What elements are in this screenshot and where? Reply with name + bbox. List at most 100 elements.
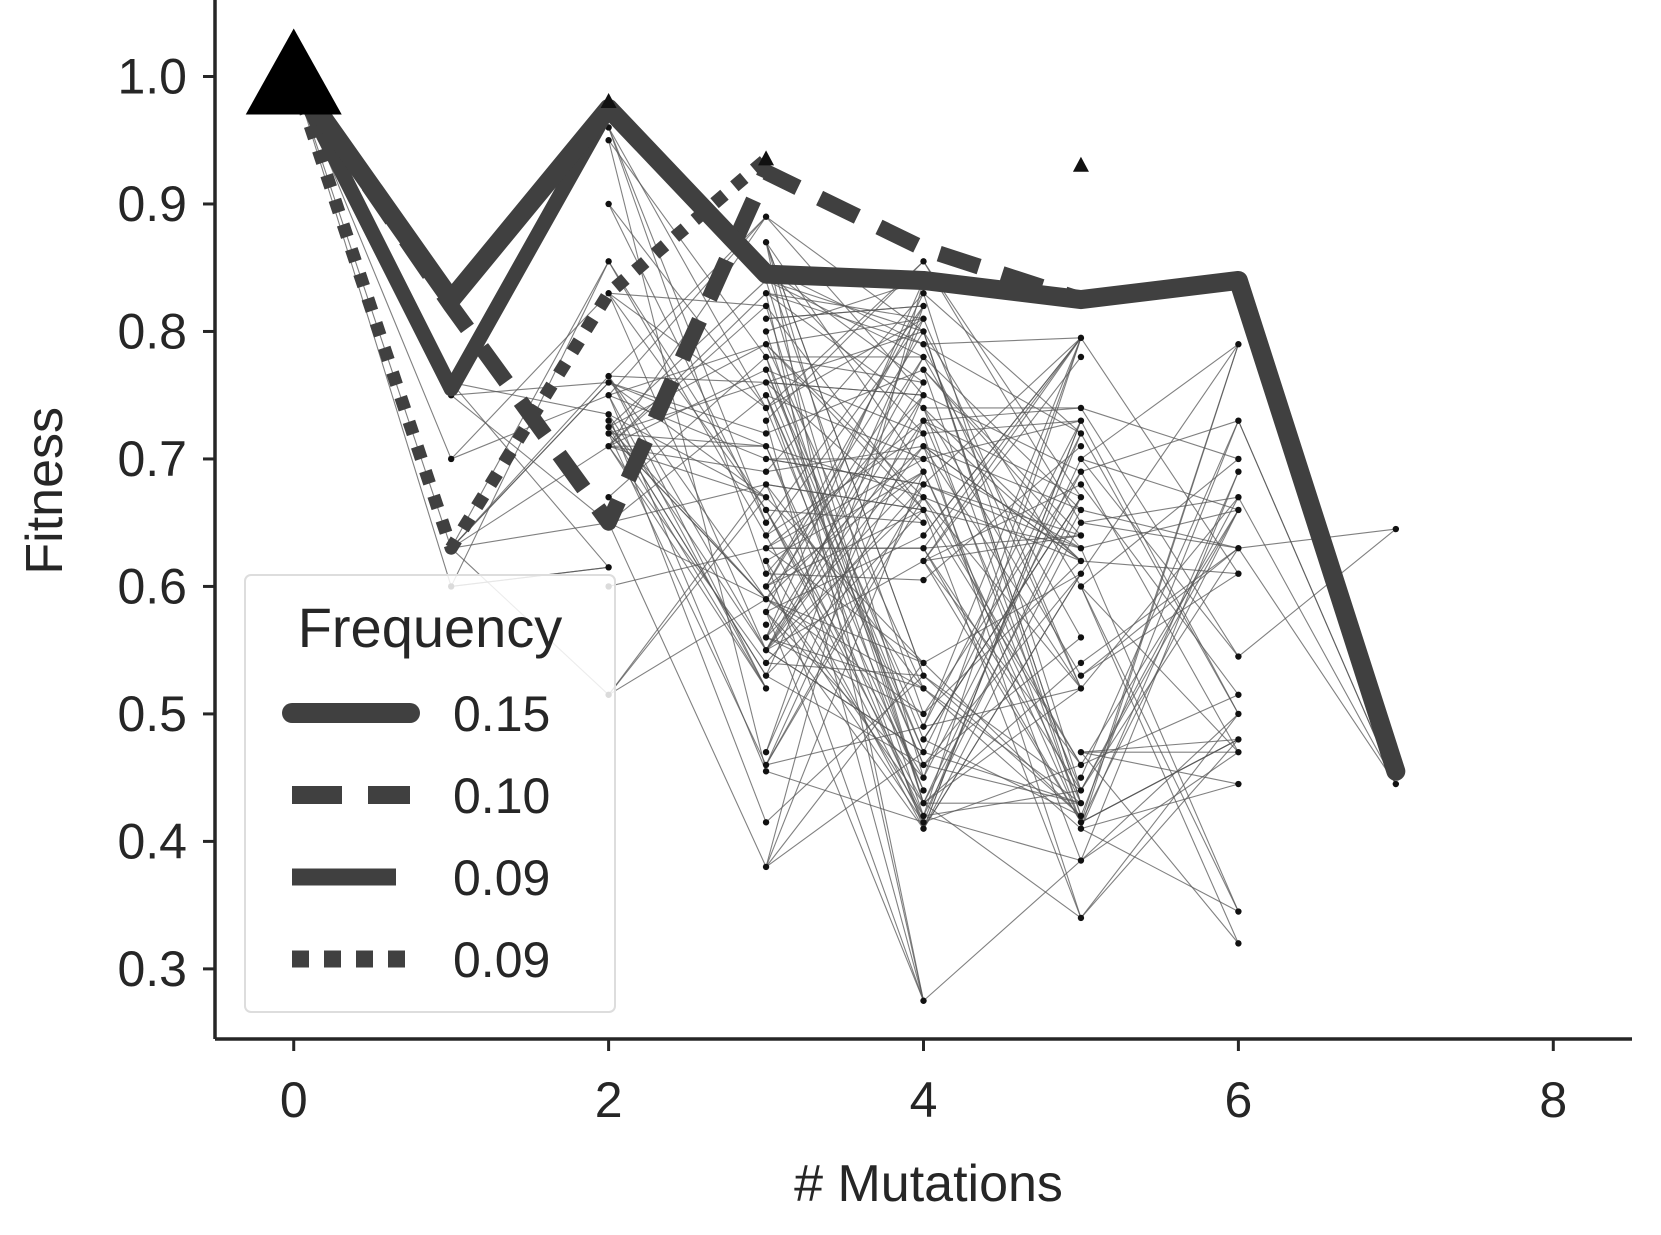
node-point — [1077, 799, 1085, 807]
node-point — [762, 685, 770, 692]
start-triangle-marker — [245, 28, 342, 115]
node-point — [920, 761, 927, 769]
background-line — [765, 394, 924, 460]
node-point — [762, 430, 770, 437]
y-tick-label: 0.4 — [117, 813, 187, 869]
background-line — [765, 343, 925, 689]
background-line — [451, 381, 609, 415]
background-line — [765, 279, 924, 358]
y-tick-label: 0.5 — [117, 686, 187, 742]
background-line — [608, 381, 767, 447]
background-line — [608, 394, 767, 460]
node-point — [762, 290, 770, 297]
node-point — [1077, 570, 1085, 577]
background-line — [923, 496, 1082, 562]
node-point — [605, 137, 612, 144]
node-point — [920, 392, 927, 399]
path-freq-0-15-solid-thick — [284, 66, 1406, 781]
node-point — [762, 239, 770, 246]
background-line — [923, 573, 1082, 829]
node-point — [605, 290, 612, 297]
node-point — [447, 455, 455, 463]
background-line — [765, 471, 924, 638]
background-line — [923, 261, 1082, 523]
peak-markers — [245, 28, 1089, 172]
background-line — [608, 139, 767, 358]
background-line — [451, 522, 609, 549]
background-line — [923, 483, 1082, 536]
node-point — [1077, 404, 1085, 412]
peak-marker — [758, 150, 775, 166]
node-point — [762, 404, 770, 412]
background-line — [765, 356, 924, 651]
node-point — [762, 544, 770, 552]
background-line — [765, 560, 924, 817]
legend-title: Frequency — [298, 596, 563, 659]
node-point — [920, 748, 927, 756]
legend-entry-label: 0.15 — [453, 686, 550, 742]
background-line — [765, 292, 924, 613]
node-point — [1077, 748, 1085, 756]
background-line — [1080, 783, 1239, 830]
background-line — [1080, 586, 1239, 912]
background-line — [923, 261, 1082, 498]
background-line — [1080, 420, 1239, 715]
background-line — [608, 381, 767, 434]
node-point — [605, 372, 612, 380]
node-point — [1235, 493, 1242, 501]
legend-entry-label: 0.10 — [453, 768, 550, 824]
background-line — [1080, 343, 1239, 574]
background-line — [1080, 586, 1239, 944]
x-tick-label: 0 — [280, 1072, 308, 1128]
node-point — [920, 455, 927, 463]
node-point — [920, 544, 927, 552]
node-point — [762, 417, 770, 424]
background-line — [923, 802, 1082, 919]
node-point — [920, 799, 927, 807]
background-line — [608, 445, 767, 689]
background-line — [923, 688, 1082, 830]
node-point — [920, 328, 927, 335]
node-point — [920, 468, 927, 475]
background-line — [922, 337, 1082, 727]
background-line — [923, 445, 1082, 511]
node-point — [1077, 430, 1085, 437]
node-point — [920, 379, 927, 386]
node-point — [762, 493, 770, 501]
background-line — [765, 292, 924, 409]
highlighted-paths — [284, 66, 1406, 781]
background-line — [923, 534, 1082, 562]
background-line — [450, 394, 609, 524]
node-point — [762, 761, 770, 769]
background-line — [766, 305, 924, 320]
node-point — [1235, 506, 1242, 514]
node-point — [1077, 672, 1085, 679]
background-line — [1080, 496, 1239, 689]
node-point — [1077, 812, 1085, 820]
background-line — [608, 343, 767, 396]
node-point — [920, 736, 927, 743]
background-line — [765, 509, 924, 823]
node-point — [920, 417, 927, 424]
y-tick-label: 0.6 — [117, 558, 187, 614]
node-point — [762, 819, 770, 826]
node-point — [1077, 506, 1085, 514]
background-line — [1080, 522, 1239, 549]
node-point — [920, 557, 927, 565]
node-point — [605, 379, 612, 386]
background-line — [922, 337, 1082, 778]
background-line — [608, 127, 767, 409]
path-freq-0-09-solid — [286, 68, 617, 397]
background-line — [923, 687, 1082, 804]
node-point — [1235, 653, 1242, 660]
y-tick-label: 0.8 — [117, 303, 187, 359]
node-point — [920, 659, 927, 667]
node-point — [762, 519, 770, 526]
node-point — [1077, 825, 1085, 832]
background-line — [923, 292, 1082, 434]
background-line — [450, 382, 610, 549]
node-point — [1235, 544, 1242, 552]
background-line — [608, 140, 767, 772]
x-tick-label: 6 — [1224, 1072, 1252, 1128]
